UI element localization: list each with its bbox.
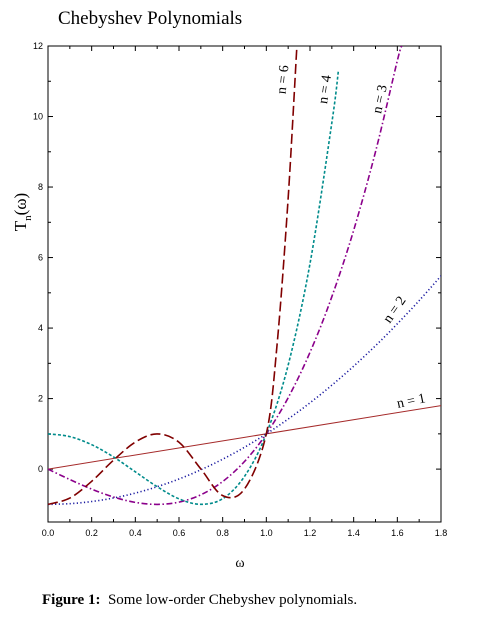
x-axis-label: ω — [235, 556, 244, 571]
x-tick-label: 1.8 — [435, 528, 448, 538]
series-label-n-6: n = 6 — [275, 64, 293, 94]
x-tick-label: 1.2 — [304, 528, 317, 538]
series-line-n-3 — [48, 46, 403, 506]
y-tick-label: 8 — [38, 182, 43, 192]
y-tick-label: 6 — [38, 253, 43, 263]
chart-title: Chebyshev Polynomials — [58, 8, 243, 29]
figure-caption: Figure 1: Some low-order Chebyshev polyn… — [42, 592, 357, 609]
series-line-n-4 — [48, 70, 340, 506]
y-axis-label-arg: (ω) — [11, 193, 30, 216]
y-tick-label: 0 — [38, 464, 43, 474]
series-label-n-4: n = 4 — [316, 74, 335, 105]
x-tick-label: 1.0 — [260, 528, 273, 538]
caption-lead: Figure 1: — [42, 592, 101, 608]
y-tick-label: 2 — [38, 394, 43, 404]
series-labels-layer: n = 1 n = 2 n = 3 n = 4 n = 6 — [275, 64, 427, 411]
x-tick-label: 0.6 — [173, 528, 186, 538]
x-tick-label: 0.4 — [129, 528, 142, 538]
x-tick-label: 0.0 — [42, 528, 55, 538]
axes-layer: 0.0 0.2 0.4 0.6 0.8 1.0 1.2 1.4 1.6 1.8 0 2 4 6 8 10 12 — [33, 41, 447, 538]
series-layer — [48, 46, 441, 506]
series-label-n-3: n = 3 — [370, 84, 391, 115]
series-line-n-2 — [48, 275, 441, 506]
plot-frame — [47, 45, 442, 523]
y-tick-label: 12 — [33, 41, 43, 51]
series-label-n-2: n = 2 — [381, 294, 410, 326]
svg-text:Tn(ω): Tn(ω) — [11, 193, 34, 231]
series-line-n-1 — [48, 405, 441, 470]
y-axis-label-sub: n — [22, 215, 34, 221]
x-tick-label: 0.8 — [216, 528, 229, 538]
caption-text: Some low-order Chebyshev polynomials. — [107, 592, 358, 608]
y-tick-label: 4 — [38, 323, 43, 333]
series-label-n-1: n = 1 — [396, 391, 427, 412]
x-tick-label: 1.4 — [347, 528, 360, 538]
x-tick-label: 1.6 — [391, 528, 404, 538]
series-line-n-6 — [48, 46, 298, 506]
y-axis-label: Tn(ω) — [11, 193, 34, 231]
y-axis-label-main: T — [11, 220, 30, 231]
x-tick-label: 0.2 — [85, 528, 98, 538]
y-tick-label: 10 — [33, 112, 43, 122]
